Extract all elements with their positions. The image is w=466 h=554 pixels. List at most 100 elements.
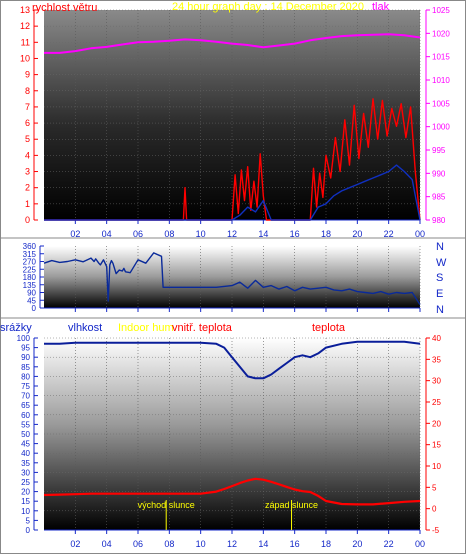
x-tick-label: 04 bbox=[102, 539, 112, 549]
x-tick-label: 20 bbox=[352, 229, 362, 239]
humidity-tick-label: 30 bbox=[21, 468, 30, 477]
x-tick-label: 22 bbox=[384, 229, 394, 239]
x-tick-label: 00 bbox=[415, 539, 425, 549]
temp-tick-label: 15 bbox=[432, 441, 441, 450]
x-tick-label: 18 bbox=[321, 229, 331, 239]
sunset-label: západ slunce bbox=[265, 500, 318, 510]
wind-tick-label: 4 bbox=[25, 150, 30, 160]
pressure-tick-label: 985 bbox=[432, 193, 446, 202]
x-tick-label: 02 bbox=[70, 539, 80, 549]
x-tick-label: 06 bbox=[133, 229, 143, 239]
temperature-line bbox=[43, 477, 421, 506]
compass-n-top: N bbox=[436, 241, 444, 253]
direction-tick-label: 180 bbox=[23, 273, 37, 282]
humidity-tick-label: 10 bbox=[21, 507, 30, 516]
humidity-tick-label: 75 bbox=[21, 382, 30, 391]
temp-tick-label: -5 bbox=[432, 526, 440, 535]
humidity-tick-label: 40 bbox=[21, 449, 30, 458]
x-tick-label: 18 bbox=[321, 539, 331, 549]
wind-average-line bbox=[44, 164, 421, 221]
x-tick-label: 06 bbox=[133, 539, 143, 549]
wind-tick-label: 11 bbox=[21, 37, 30, 47]
direction-tick-label: 270 bbox=[23, 258, 37, 267]
temp-tick-label: 20 bbox=[432, 419, 441, 428]
humidity-tick-label: 95 bbox=[21, 344, 30, 353]
direction-tick-label: 90 bbox=[27, 289, 36, 298]
humidity-tick-label: 70 bbox=[21, 392, 30, 401]
humidity-tick-label: 60 bbox=[21, 411, 30, 420]
humidity-tick-label: 15 bbox=[21, 497, 30, 506]
wind-speed-title: rychlost větru bbox=[32, 2, 97, 14]
compass-s: S bbox=[436, 272, 443, 284]
direction-tick-label: 0 bbox=[32, 304, 37, 313]
data-series bbox=[43, 33, 421, 530]
direction-tick-label: 135 bbox=[23, 281, 37, 290]
wind-tick-label: 6 bbox=[25, 118, 30, 128]
pressure-tick-label: 1000 bbox=[432, 123, 450, 132]
wind-tick-label: 7 bbox=[25, 102, 30, 112]
compass-n-bottom: N bbox=[436, 304, 444, 316]
direction-tick-label: 225 bbox=[23, 265, 37, 274]
rain-title: srážky bbox=[0, 322, 32, 334]
temp-tick-label: 0 bbox=[432, 505, 437, 514]
direction-tick-label: 360 bbox=[23, 242, 37, 251]
wind-tick-label: 0 bbox=[25, 215, 30, 225]
wind-tick-label: 10 bbox=[20, 53, 30, 63]
x-tick-label: 00 bbox=[415, 229, 425, 239]
pressure-tick-label: 980 bbox=[432, 216, 446, 225]
pressure-tick-label: 1020 bbox=[432, 29, 450, 38]
temperature-title: teplota bbox=[312, 322, 346, 334]
pressure-line bbox=[44, 33, 421, 54]
temp-tick-label: 35 bbox=[432, 355, 441, 364]
sunrise-label: východ slunce bbox=[138, 500, 195, 510]
humidity-tick-label: 20 bbox=[21, 488, 30, 497]
wind-tick-label: 8 bbox=[25, 86, 30, 96]
humidity-title: vlhkost bbox=[68, 322, 102, 334]
humidity-line bbox=[44, 340, 421, 380]
humidity-tick-label: 85 bbox=[21, 363, 30, 372]
x-tick-label: 20 bbox=[352, 539, 362, 549]
wind-tick-label: 2 bbox=[25, 183, 30, 193]
wind-speed-line bbox=[44, 98, 421, 221]
humidity-tick-label: 35 bbox=[21, 459, 30, 468]
pressure-tick-label: 990 bbox=[432, 169, 446, 178]
x-tick-label: 14 bbox=[258, 229, 268, 239]
wind-tick-label: 9 bbox=[25, 70, 30, 80]
x-tick-label: 10 bbox=[196, 229, 206, 239]
humidity-tick-label: 65 bbox=[21, 401, 30, 410]
wind-tick-label: 12 bbox=[20, 21, 30, 31]
indoor-temp-title: vnitř. teplota bbox=[172, 322, 233, 334]
humidity-tick-label: 25 bbox=[21, 478, 30, 487]
x-tick-label: 10 bbox=[196, 539, 206, 549]
direction-tick-label: 315 bbox=[23, 250, 37, 259]
graph-title: 24 hour graph day : 14 December 2020 bbox=[172, 1, 364, 13]
humidity-tick-label: 0 bbox=[26, 526, 31, 535]
wind-tick-label: 1 bbox=[25, 199, 30, 209]
pressure-tick-label: 1010 bbox=[432, 76, 450, 85]
compass-w: W bbox=[436, 257, 447, 269]
humidity-tick-label: 45 bbox=[21, 440, 30, 449]
x-tick-label: 12 bbox=[227, 229, 237, 239]
direction-tick-label: 45 bbox=[27, 296, 36, 305]
humidity-tick-label: 55 bbox=[21, 420, 30, 429]
pressure-tick-label: 995 bbox=[432, 146, 446, 155]
wind-tick-label: 5 bbox=[25, 134, 30, 144]
indoor-hum-title: Indoor hum bbox=[118, 322, 174, 334]
temp-tick-label: 10 bbox=[432, 462, 441, 471]
humidity-tick-label: 100 bbox=[17, 334, 31, 343]
x-tick-label: 08 bbox=[164, 229, 174, 239]
temp-tick-label: 40 bbox=[432, 334, 441, 343]
x-tick-label: 04 bbox=[102, 229, 112, 239]
humidity-tick-label: 90 bbox=[21, 353, 30, 362]
x-tick-label: 16 bbox=[290, 539, 300, 549]
pressure-tick-label: 1005 bbox=[432, 99, 450, 108]
x-tick-label: 14 bbox=[258, 539, 268, 549]
wind-direction-line bbox=[43, 252, 421, 305]
humidity-tick-label: 5 bbox=[26, 516, 31, 525]
x-tick-label: 08 bbox=[164, 539, 174, 549]
temp-tick-label: 5 bbox=[432, 483, 437, 492]
humidity-tick-label: 80 bbox=[21, 372, 30, 381]
